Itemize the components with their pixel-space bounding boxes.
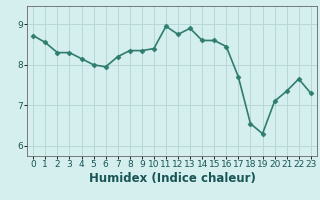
X-axis label: Humidex (Indice chaleur): Humidex (Indice chaleur) bbox=[89, 172, 255, 185]
